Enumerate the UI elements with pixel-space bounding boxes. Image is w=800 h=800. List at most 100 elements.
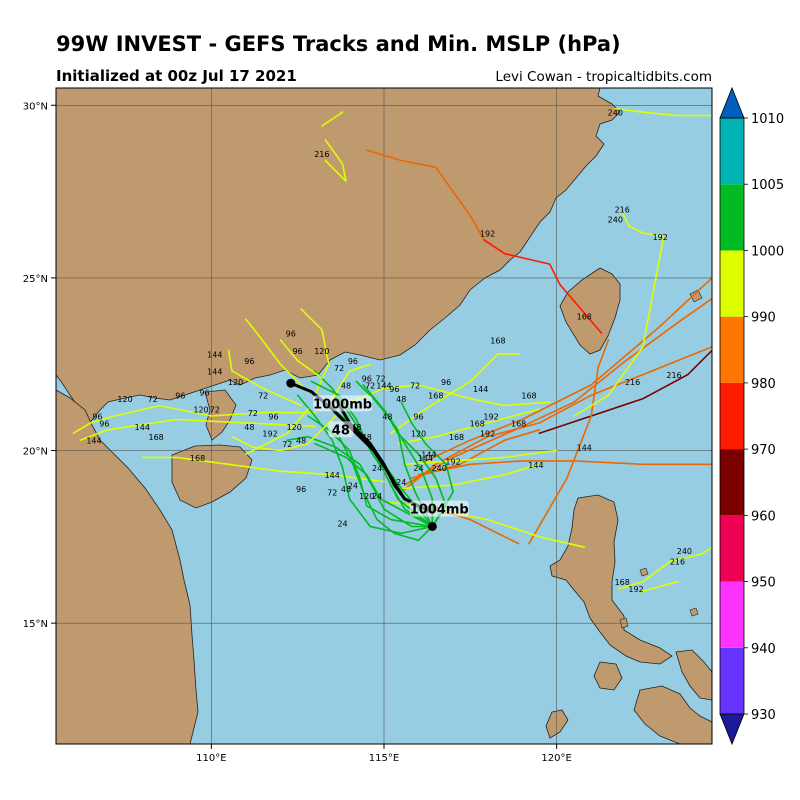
forecast-hour-label: 96: [175, 392, 185, 401]
ensemble-track: [300, 308, 330, 397]
ensemble-track: [417, 277, 712, 466]
chart-title: 99W INVEST - GEFS Tracks and Min. MSLP (…: [56, 32, 621, 56]
init-time: Initialized at 00z Jul 17 2021: [56, 67, 297, 85]
forecast-hour-label: 144: [207, 350, 222, 359]
highlight-label: 48: [332, 423, 350, 438]
forecast-hour-label: 72: [258, 392, 268, 401]
colorbar-label: 1005: [751, 178, 784, 193]
forecast-hour-label: 120: [193, 406, 208, 415]
forecast-hour-label: 192: [445, 457, 460, 466]
forecast-hour-label: 120: [359, 492, 374, 501]
ensemble-track: [573, 211, 665, 417]
forecast-hour-label: 96: [199, 388, 209, 397]
forecast-hour-label: 48: [396, 395, 406, 404]
forecast-hour-label: 48: [362, 433, 372, 442]
ensemble-track: [617, 546, 712, 590]
forecast-hour-label: 24: [413, 464, 423, 473]
land-islet-c: [639, 567, 649, 577]
pressure-colorbar: 930 940 950 960 970 980 990 1000 1005 1010: [719, 86, 784, 746]
ensemble-track: [338, 435, 434, 542]
ensemble-track: [245, 318, 309, 393]
forecast-hour-label: 120: [411, 430, 426, 439]
ensemble-track: [403, 449, 558, 466]
colorbar-label: 950: [751, 576, 776, 591]
forecast-hour-label: 96: [244, 357, 254, 366]
ensemble-track: [400, 401, 454, 528]
forecast-hour-label: 144: [577, 444, 592, 453]
ensemble-tracks: [72, 107, 712, 593]
highlight-label-backing: [328, 421, 354, 438]
ensemble-track: [483, 239, 603, 334]
lon-tick-label: 120°E: [541, 753, 571, 764]
colorbar-segment: [720, 184, 744, 251]
ensemble-track: [348, 384, 551, 407]
colorbar-label: 930: [751, 708, 776, 723]
forecast-hour-label: 48: [341, 381, 351, 390]
forecast-hour-label: 168: [470, 419, 485, 428]
forecast-hour-label: 144: [86, 437, 101, 446]
forecast-hour-label: 144: [376, 381, 391, 390]
forecast-hour-label: 168: [615, 578, 630, 587]
colorbar-segment: [720, 515, 744, 582]
ensemble-track: [79, 418, 316, 442]
land-visayas: [633, 685, 712, 744]
forecast-hour-label: 120: [228, 378, 243, 387]
forecast-hour-label: 216: [670, 557, 685, 566]
forecast-hour-label: 96: [99, 419, 109, 428]
longitude-axis: 110°E 115°E 120°E: [196, 744, 572, 764]
ensemble-track: [638, 580, 679, 593]
forecast-hour-label: 216: [625, 378, 640, 387]
colorbar-label: 1010: [751, 112, 784, 127]
forecast-hour-label: 192: [628, 585, 643, 594]
ensemble-track: [310, 380, 434, 528]
land-islet-b: [689, 607, 699, 617]
forecast-hour-label: 144: [421, 450, 436, 459]
forecast-hour-label: 168: [449, 433, 464, 442]
lat-tick-label: 30°N: [23, 101, 48, 112]
ensemble-track: [355, 380, 434, 528]
mean-track-end-dot: [427, 521, 437, 531]
ensemble-track: [296, 394, 434, 535]
lat-tick-label: 20°N: [23, 447, 48, 458]
forecast-hour-label: 168: [521, 392, 536, 401]
land-mindoro: [593, 661, 623, 691]
latitude-axis: 30°N 25°N 20°N 15°N: [23, 101, 56, 630]
forecast-hour-label: 48: [382, 412, 392, 421]
colorbar-label: 940: [751, 642, 776, 657]
land-samar: [675, 649, 712, 701]
ensemble-track: [390, 353, 520, 435]
map-content: 2402161922162401921681682162161681441921…: [56, 88, 712, 744]
forecast-hour-label: 240: [608, 216, 623, 225]
forecast-hour-label: 240: [432, 464, 447, 473]
forecast-hour-label: 120: [314, 347, 329, 356]
forecast-hour-label: 96: [362, 374, 372, 383]
forecast-hour-label: 72: [334, 364, 344, 373]
ensemble-track: [227, 349, 302, 407]
forecast-hour-label: 192: [480, 430, 495, 439]
forecast-hour-label: 120: [117, 395, 132, 404]
forecast-hour-label: 144: [418, 454, 433, 463]
forecast-hour-label: 24: [372, 492, 382, 501]
colorbar-label: 990: [751, 311, 776, 326]
land-islet-d: [689, 289, 703, 303]
colorbar-min-extend: [719, 713, 745, 746]
ensemble-track: [231, 415, 337, 452]
forecast-hour-label: 48: [351, 423, 361, 432]
forecast-hour-label: 216: [615, 205, 630, 214]
forecast-hour-label: 72: [327, 488, 337, 497]
forecast-hour-label: 96: [268, 412, 278, 421]
forecast-hour-label: 192: [480, 229, 495, 238]
forecast-hour-label: 48: [341, 485, 351, 494]
ensemble-track: [321, 111, 344, 127]
land-indochina: [56, 389, 199, 744]
colorbar-segment: [720, 581, 744, 648]
credit-text: Levi Cowan - tropicaltidbits.com: [495, 69, 712, 85]
forecast-hour-label: 48: [244, 423, 254, 432]
forecast-hour-labels: 2402161922162401921681682162161681441921…: [86, 109, 692, 594]
ensemble-track: [314, 442, 434, 528]
highlight-label: 1000mb: [313, 397, 372, 412]
ensemble-track: [245, 408, 309, 455]
colorbar-segment: [720, 647, 744, 714]
forecast-hour-label: 96: [441, 378, 451, 387]
land-palawan: [545, 709, 569, 739]
